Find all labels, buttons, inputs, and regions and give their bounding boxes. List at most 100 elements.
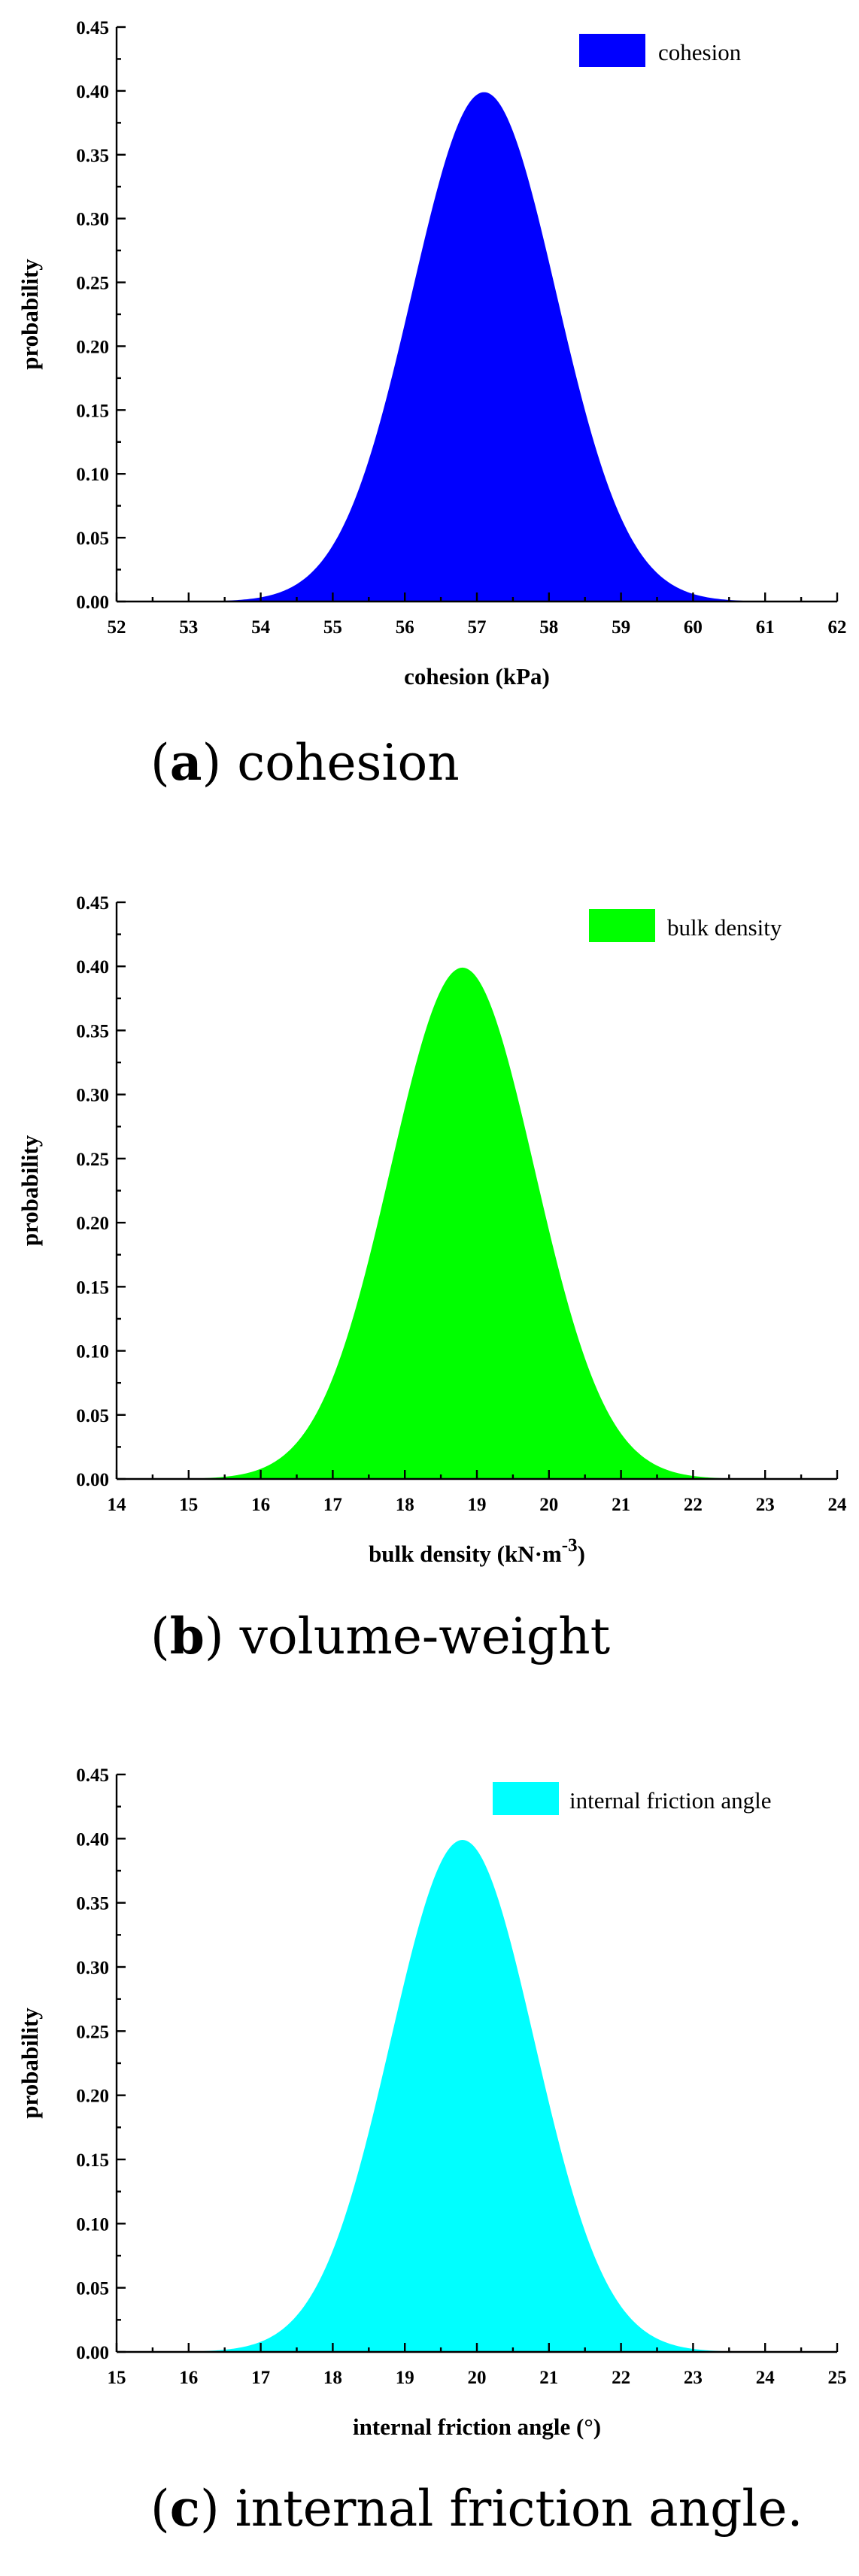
x-axis-title: cohesion (kPa) [404,663,550,689]
y-tick-label: 0.20 [76,337,109,357]
x-tick-label: 60 [684,617,703,638]
caption-b-open: ( [150,1608,170,1665]
y-tick-label: 0.05 [76,1406,109,1426]
caption-b-text: volume-weight [223,1608,611,1665]
y-tick-label: 0.40 [76,82,109,102]
y-tick-label: 0.45 [76,893,109,914]
y-tick-label: 0.30 [76,1086,109,1106]
y-tick-label: 0.40 [76,957,109,977]
y-tick-label: 0.10 [76,465,109,485]
x-tick-label: 22 [684,1495,703,1515]
chart-b-svg: 14 15 16 17 18 19 20 21 22 23 24 0.00 0.05 0.10 0.15 0.… [17,893,848,1567]
y-tick-label: 0.40 [76,1829,109,1850]
chart-a-svg: 52 53 54 55 56 57 58 59 60 61 62 0.00 0.05 0.10 0.15 0.… [17,18,847,689]
x-tick-label: 20 [468,2368,487,2388]
caption-b-letter: b [169,1607,205,1665]
chart-c-svg: 15 16 17 18 19 20 21 22 23 24 25 0.00 0.05 0.10 0.15 0.… [17,1765,847,2440]
y-axis-title: probability [17,2008,43,2119]
caption-a-open: ( [150,734,170,792]
series-area-0 [117,967,837,1479]
y-axis-title: probability [17,259,43,370]
y-tick-label: 0.20 [76,2087,109,2107]
caption-c: (c) internal friction angle. [150,2479,803,2538]
legend-swatch [579,34,645,67]
x-tick-label: 19 [468,1495,487,1515]
x-tick-label: 53 [179,617,198,638]
x-axis-title-main: bulk density (kN·m [369,1541,562,1567]
x-tick-label: 18 [323,2368,342,2388]
x-tick-label: 15 [179,1495,198,1515]
y-tick-label: 0.20 [76,1214,109,1234]
y-tick-label: 0.45 [76,18,109,38]
caption-b-close: ) [204,1608,224,1665]
x-axis-title: internal friction angle (°) [353,2414,601,2440]
x-tick-label: 25 [828,2368,847,2388]
y-tick-label: 0.45 [76,1765,109,1786]
x-tick-label: 52 [108,617,126,638]
legend-label: bulk density [667,914,782,941]
y-tick-label: 0.15 [76,401,109,421]
x-tick-label: 57 [468,617,487,638]
y-tick-label: 0.05 [76,2279,109,2299]
y-tick-label: 0.35 [76,146,109,166]
chart-panel-c: 15 16 17 18 19 20 21 22 23 24 25 0.00 0.05 0.10 0.15 0.… [0,1744,859,2576]
y-tick-label: 0.25 [76,2022,109,2042]
y-tick-label: 0.00 [76,2343,109,2363]
x-tick-label: 20 [539,1495,558,1515]
x-tick-label: 59 [612,617,630,638]
x-tick-label: 54 [251,617,271,638]
x-axis-title-superscript: -3 [562,1535,578,1556]
y-tick-label: 0.10 [76,2214,109,2235]
series-area-0 [117,92,837,602]
x-tick-label: 18 [396,1495,414,1515]
legend-swatch [589,909,655,942]
y-tick-label: 0.10 [76,1342,109,1362]
x-tick-label: 16 [251,1495,270,1515]
x-axis-title-close: ) [578,1541,585,1567]
y-tick-label: 0.15 [76,2150,109,2171]
x-tick-label: 16 [179,2368,198,2388]
x-tick-label: 62 [828,617,847,638]
chart-panel-a: 52 53 54 55 56 57 58 59 60 61 62 0.00 0.05 0.10 0.15 0.… [0,0,859,857]
caption-a-text: cohesion [221,734,460,792]
caption-c-text: internal friction angle. [219,2480,803,2538]
x-tick-label: 55 [323,617,342,638]
y-tick-label: 0.00 [76,592,109,613]
caption-b: (b) volume-weight [150,1607,610,1665]
x-tick-label: 17 [323,1495,342,1515]
y-tick-label: 0.30 [76,210,109,230]
legend-label: cohesion [658,39,742,65]
y-tick-label: 0.35 [76,1894,109,1914]
x-tick-label: 23 [684,2368,703,2388]
x-tick-label: 14 [108,1495,127,1515]
series-area-0 [117,1840,837,2352]
x-tick-label: 22 [612,2368,630,2388]
x-axis-title: bulk density (kN·m-3) [369,1535,585,1567]
caption-c-close: ) [199,2480,220,2538]
x-tick-label: 21 [612,1495,630,1515]
x-tick-label: 19 [396,2368,414,2388]
legend-label: internal friction angle [569,1787,772,1814]
chart-panel-b: 14 15 16 17 18 19 20 21 22 23 24 0.00 0.05 0.10 0.15 0.… [0,872,859,1729]
x-tick-label: 61 [756,617,775,638]
x-tick-label: 21 [539,2368,558,2388]
x-tick-label: 24 [828,1495,848,1515]
legend-swatch [493,1782,559,1815]
x-tick-label: 58 [539,617,558,638]
x-tick-label: 24 [756,2368,776,2388]
y-tick-label: 0.35 [76,1021,109,1041]
y-tick-label: 0.00 [76,1470,109,1490]
caption-a-close: ) [202,734,222,792]
caption-c-letter: c [169,2479,200,2538]
y-axis-title: probability [17,1135,43,1246]
x-tick-label: 23 [756,1495,775,1515]
y-tick-label: 0.25 [76,274,109,294]
caption-c-open: ( [150,2480,170,2538]
y-tick-label: 0.30 [76,1958,109,1978]
y-tick-label: 0.15 [76,1277,109,1298]
x-tick-label: 15 [108,2368,126,2388]
y-tick-label: 0.25 [76,1150,109,1170]
y-tick-label: 0.05 [76,529,109,549]
caption-a: (a) cohesion [150,733,460,792]
x-tick-label: 56 [396,617,414,638]
